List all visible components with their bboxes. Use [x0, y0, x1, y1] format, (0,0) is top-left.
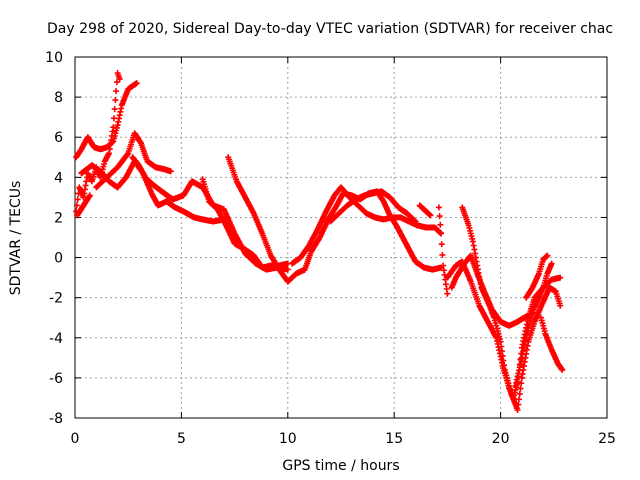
axis-ticks: [74, 56, 608, 419]
plus-markers: [74, 192, 93, 219]
y-axis-label: SDTVAR / TECUs: [8, 181, 24, 296]
series-sat-16: [523, 252, 551, 301]
series-sat-17: [538, 314, 566, 373]
series-sat-9: [327, 188, 419, 225]
series-sat-10: [416, 202, 434, 219]
plus-markers: [129, 154, 291, 273]
plus-markers: [73, 80, 140, 161]
series-sat-18: [74, 192, 93, 219]
plus-markers: [416, 202, 434, 219]
x-tick-labels: 0 5 10 15 20 25: [71, 431, 616, 447]
plus-markers: [93, 130, 174, 191]
x-tick-label: 0: [71, 431, 80, 447]
series-sat-4: [93, 130, 174, 191]
x-tick-label: 20: [492, 431, 510, 447]
y-tick-label: 6: [54, 130, 63, 146]
plus-markers: [523, 252, 551, 301]
y-tick-label: 4: [54, 170, 63, 186]
x-tick-label: 25: [598, 431, 616, 447]
series-sat-2: [73, 80, 140, 161]
series-sat-8: [289, 184, 444, 267]
y-tick-label: -4: [49, 331, 63, 347]
series-sat-11: [435, 204, 451, 297]
series-sat-5: [129, 154, 291, 273]
series-sat-15: [512, 260, 555, 389]
data-marks: [73, 70, 566, 413]
y-tick-label: 10: [45, 50, 63, 66]
y-tick-label: -8: [49, 411, 63, 427]
grid-lines: [75, 57, 607, 418]
plot-frame: [74, 56, 608, 419]
plus-markers: [327, 188, 419, 225]
x-tick-label: 10: [279, 431, 297, 447]
y-tick-label: -2: [49, 291, 63, 307]
y-tick-label: -6: [49, 371, 63, 387]
plus-markers: [538, 314, 566, 373]
y-tick-label: 0: [54, 251, 63, 267]
y-tick-label: 2: [54, 210, 63, 226]
plus-markers: [459, 204, 564, 413]
plus-markers: [289, 184, 444, 267]
series-sat-14: [459, 204, 564, 413]
y-tick-label: 8: [54, 90, 63, 106]
chart-title: Day 298 of 2020, Sidereal Day-to-day VTE…: [47, 21, 613, 37]
plus-markers: [435, 204, 451, 297]
x-axis-label: GPS time / hours: [282, 458, 399, 474]
y-tick-labels: -8 -6 -4 -2 0 2 4 6 8 10: [45, 50, 63, 427]
x-tick-label: 5: [177, 431, 186, 447]
x-tick-label: 15: [385, 431, 403, 447]
plus-markers: [512, 260, 555, 389]
